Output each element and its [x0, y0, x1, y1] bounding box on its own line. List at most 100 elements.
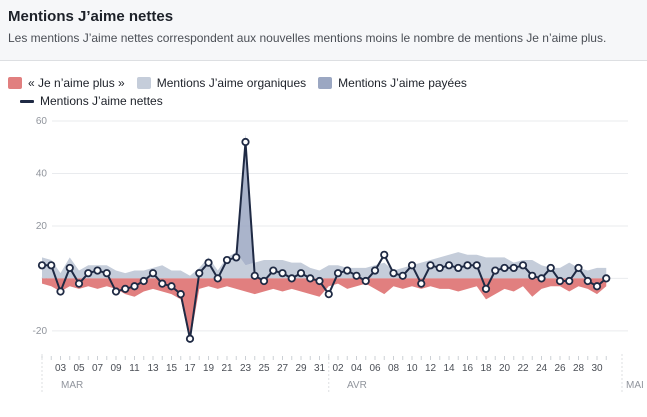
net-likes-point	[102, 269, 111, 278]
y-tick-label: 40	[36, 168, 48, 179]
net-likes-point	[389, 269, 398, 278]
legend-item-organic[interactable]: Mentions J’aime organiques	[136, 76, 307, 90]
x-tick-label: 22	[517, 363, 529, 374]
net-likes-point	[472, 261, 481, 270]
net-likes-point	[333, 269, 343, 278]
net-likes-point	[565, 276, 574, 286]
net-likes-point	[213, 274, 222, 283]
legend-label-unlikes: « Je n’aime plus »	[28, 76, 125, 90]
x-tick-label: 21	[221, 363, 233, 374]
x-tick-label: 28	[573, 363, 585, 374]
x-tick-label: 02	[332, 363, 344, 374]
x-tick-label: 20	[499, 363, 511, 374]
net-likes-point	[380, 250, 389, 259]
net-likes-point	[287, 274, 296, 283]
y-tick-label: -20	[33, 326, 48, 337]
net-likes-point	[398, 271, 407, 280]
x-month-label: MAR	[61, 380, 83, 391]
net-likes-point	[500, 263, 509, 273]
paid-likes-area	[42, 134, 607, 276]
net-likes-point	[537, 274, 546, 283]
chart-legend: « Je n’aime plus » Mentions J’aime organ…	[8, 74, 628, 110]
x-tick-label: 15	[166, 363, 178, 374]
net-likes-point	[37, 261, 47, 270]
legend-item-unlikes[interactable]: « Je n’aime plus »	[8, 76, 125, 90]
chart-subtitle: Les mentions J’aime nettes correspondent…	[8, 31, 607, 45]
net-likes-point	[250, 271, 259, 280]
net-likes-point	[121, 284, 130, 294]
x-tick-label: 17	[184, 363, 196, 374]
x-tick-label: 27	[277, 363, 289, 374]
net-likes-point	[241, 137, 250, 147]
net-likes-point	[74, 279, 84, 288]
legend-swatch-organic	[136, 77, 151, 89]
net-likes-point	[491, 266, 500, 275]
net-likes-point	[528, 271, 537, 280]
net-likes-point	[555, 276, 565, 286]
chart-title: Mentions J’aime nettes	[8, 8, 174, 25]
net-likes-point	[111, 287, 121, 296]
net-likes-point	[47, 261, 56, 270]
net-likes-point	[204, 258, 213, 267]
net-likes-point	[602, 274, 611, 283]
x-tick-label: 23	[240, 363, 252, 374]
net-likes-point	[352, 271, 361, 280]
net-likes-point	[417, 279, 426, 288]
net-likes-point	[426, 261, 435, 270]
net-likes-point	[130, 282, 139, 291]
x-month-label: MAI	[626, 380, 644, 391]
net-likes-point	[315, 276, 324, 286]
legend-label-paid: Mentions J’aime payées	[338, 76, 467, 90]
net-likes-point	[167, 282, 176, 291]
net-likes-point	[222, 255, 232, 265]
legend-label-organic: Mentions J’aime organiques	[156, 76, 307, 90]
net-likes-line	[42, 140, 607, 340]
chart-header: Mentions J’aime nettes Les mentions J’ai…	[0, 0, 647, 61]
x-tick-label: 24	[536, 363, 548, 374]
x-tick-label: 25	[258, 363, 270, 374]
net-likes-point	[444, 261, 454, 270]
net-likes-point	[139, 276, 148, 286]
y-tick-label: 60	[36, 116, 48, 127]
x-tick-label: 05	[73, 363, 85, 374]
net-likes-point	[84, 269, 93, 278]
net-likes-point	[481, 284, 491, 294]
net-likes-point	[259, 276, 269, 286]
net-likes-point	[546, 263, 555, 273]
net-likes-point	[56, 287, 65, 296]
x-tick-label: 19	[203, 363, 215, 374]
net-likes-point	[158, 279, 167, 288]
x-tick-label: 04	[351, 363, 363, 374]
x-tick-label: 12	[425, 363, 437, 374]
net-likes-point	[148, 269, 158, 278]
net-likes-point	[518, 261, 528, 270]
x-tick-label: 30	[591, 363, 603, 374]
x-tick-label: 11	[129, 363, 140, 374]
x-tick-label: 10	[406, 363, 418, 374]
net-likes-point	[435, 263, 444, 273]
net-likes-point	[278, 269, 287, 278]
legend-item-net[interactable]: Mentions J’aime nettes	[20, 94, 163, 108]
x-tick-label: 16	[462, 363, 474, 374]
net-likes-point	[65, 263, 74, 273]
net-likes-point	[407, 261, 417, 270]
x-tick-label: 06	[369, 363, 381, 374]
net-likes-point	[361, 276, 370, 286]
legend-swatch-net	[20, 99, 34, 103]
organic-likes-area	[42, 252, 607, 279]
net-likes-point	[93, 266, 102, 275]
x-tick-label: 13	[147, 363, 159, 374]
net-likes-point	[574, 263, 583, 273]
x-tick-label: 07	[92, 363, 104, 374]
x-tick-label: 26	[554, 363, 566, 374]
legend-item-paid[interactable]: Mentions J’aime payées	[318, 76, 467, 90]
x-month-label: AVR	[347, 380, 367, 391]
x-tick-label: 29	[295, 363, 307, 374]
net-likes-point	[463, 261, 472, 270]
legend-label-net: Mentions J’aime nettes	[40, 94, 163, 108]
x-tick-label: 03	[55, 363, 67, 374]
net-likes-point	[185, 334, 195, 343]
net-likes-chart: 6040200-20030507091113151719212325272931…	[33, 116, 644, 392]
x-tick-label: 18	[480, 363, 492, 374]
net-likes-point	[269, 266, 278, 275]
